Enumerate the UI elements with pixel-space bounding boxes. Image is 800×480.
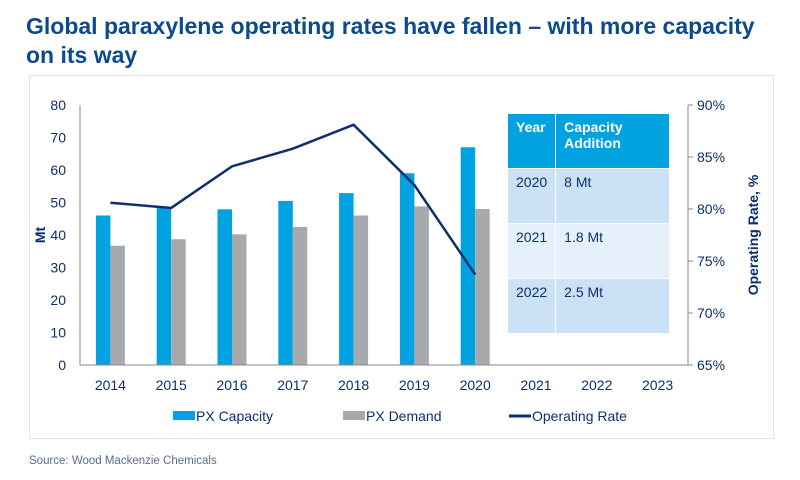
- x-tick-label: 2016: [216, 377, 247, 393]
- y-right-tick-label: 85%: [697, 149, 725, 165]
- table-cell: 1.8 Mt: [555, 223, 670, 279]
- capacity-table: Year Capacity Addition 2020 8 Mt 2021 1.…: [506, 113, 670, 334]
- table-row: 2020 8 Mt: [506, 168, 670, 224]
- y-tick-label: 80: [50, 97, 66, 113]
- table-cell: 2021: [506, 223, 557, 279]
- table-header: Capacity Addition: [555, 113, 670, 169]
- y-right-tick-label: 75%: [697, 253, 725, 269]
- table-cell: 8 Mt: [555, 168, 670, 224]
- table-cell: 2022: [506, 278, 557, 334]
- y-tick-label: 60: [50, 162, 66, 178]
- table-cell: 2020: [506, 168, 557, 224]
- demand-bar: [414, 206, 429, 365]
- legend-label: Operating Rate: [532, 408, 627, 424]
- y-axis-title: Mt: [32, 227, 48, 244]
- table-cell: 2.5 Mt: [555, 278, 670, 334]
- y-right-tick-label: 90%: [697, 97, 725, 113]
- x-tick-label: 2015: [156, 377, 187, 393]
- x-tick-label: 2022: [581, 377, 612, 393]
- demand-bar: [110, 245, 125, 365]
- capacity-bar: [460, 147, 476, 365]
- x-tick-label: 2019: [399, 377, 430, 393]
- demand-bar: [353, 215, 369, 365]
- table-row: 2021 1.8 Mt: [506, 223, 670, 279]
- y-tick-label: 50: [50, 195, 66, 211]
- legend-label: PX Capacity: [196, 408, 273, 424]
- table-header-row: Year Capacity Addition: [506, 113, 670, 169]
- demand-bar: [232, 234, 247, 365]
- legend-label: PX Demand: [366, 408, 441, 424]
- chart-title: Global paraxylene operating rates have f…: [26, 13, 755, 68]
- legend-swatch-demand: [343, 411, 365, 420]
- x-tick-label: 2014: [95, 377, 126, 393]
- y-tick-label: 40: [50, 227, 66, 243]
- x-tick-label: 2021: [520, 377, 551, 393]
- y-right-tick-label: 80%: [697, 201, 725, 217]
- capacity-bar: [278, 200, 293, 365]
- capacity-bar: [399, 173, 415, 365]
- y-right-tick-label: 65%: [697, 357, 725, 373]
- y-tick-label: 10: [50, 325, 66, 341]
- x-tick-label: 2017: [277, 377, 308, 393]
- capacity-bar: [95, 215, 111, 365]
- capacity-bar: [217, 209, 232, 365]
- table-row: 2022 2.5 Mt: [506, 278, 670, 334]
- y-tick-label: 30: [50, 260, 66, 276]
- y-tick-label: 20: [50, 292, 66, 308]
- y-right-tick-label: 70%: [697, 305, 725, 321]
- demand-bar: [171, 239, 186, 365]
- y-tick-label: 0: [58, 357, 66, 373]
- x-tick-label: 2023: [642, 377, 673, 393]
- chart-card: [29, 75, 774, 439]
- capacity-bar: [339, 193, 354, 365]
- x-tick-label: 2020: [460, 377, 491, 393]
- demand-bar: [475, 209, 490, 365]
- capacity-bar: [156, 207, 172, 365]
- y-right-axis-title: Operating Rate, %: [745, 174, 761, 295]
- demand-bar: [292, 226, 308, 365]
- source-note: Source: Wood Mackenzie Chemicals: [29, 455, 217, 467]
- table-header: Year: [506, 113, 557, 169]
- x-tick-label: 2018: [338, 377, 369, 393]
- y-tick-label: 70: [50, 130, 66, 146]
- legend-swatch-capacity: [173, 411, 195, 420]
